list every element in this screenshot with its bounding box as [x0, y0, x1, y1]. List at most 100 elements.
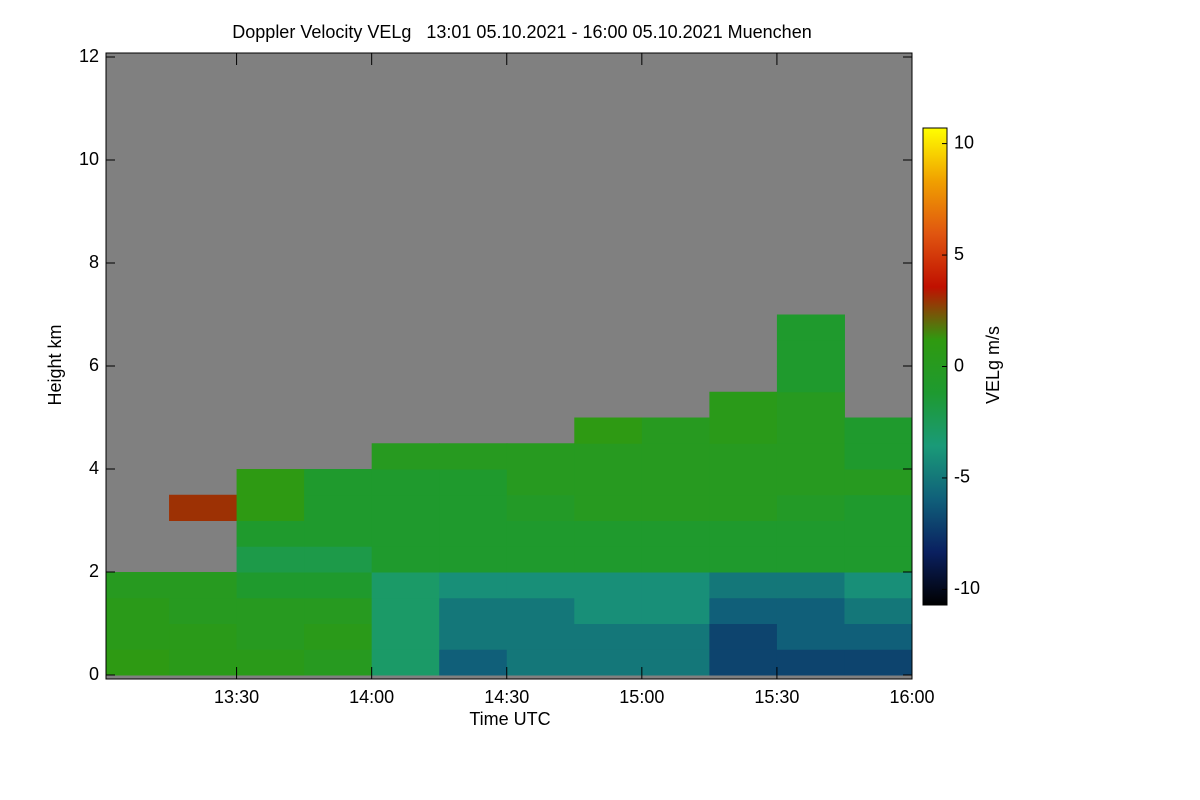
- heatmap-cell: [641, 546, 710, 573]
- heatmap-cell: [574, 649, 643, 676]
- heatmap-cell: [506, 572, 575, 599]
- heatmap-cell: [439, 572, 508, 599]
- heatmap-cell: [574, 572, 643, 599]
- heatmap-cell: [169, 494, 238, 521]
- heatmap-cell: [371, 469, 440, 496]
- y-tick-label: 4: [89, 458, 99, 478]
- heatmap-cell: [776, 391, 845, 418]
- colorbar-tick-label: 5: [954, 244, 964, 264]
- heatmap-cell: [776, 572, 845, 599]
- heatmap-cell: [641, 520, 710, 547]
- heatmap-cell: [506, 546, 575, 573]
- heatmap-cell: [641, 597, 710, 624]
- heatmap-cell: [709, 417, 778, 444]
- heatmap-cell: [439, 597, 508, 624]
- heatmap-cell: [304, 649, 373, 676]
- heatmap-cell: [776, 623, 845, 650]
- colorbar-label: VELg m/s: [983, 326, 1003, 404]
- x-tick-label: 14:30: [484, 687, 529, 707]
- heatmap-cell: [106, 623, 170, 650]
- heatmap-cell: [574, 417, 643, 444]
- heatmap-cell: [304, 623, 373, 650]
- heatmap-cell: [641, 443, 710, 470]
- heatmap-cell: [574, 469, 643, 496]
- heatmap-cell: [844, 494, 913, 521]
- heatmap-cell: [439, 469, 508, 496]
- x-tick-label: 15:00: [619, 687, 664, 707]
- heatmap-cell: [709, 623, 778, 650]
- heatmap-cell: [844, 417, 913, 444]
- y-tick-label: 10: [79, 149, 99, 169]
- heatmap-cell: [709, 572, 778, 599]
- heatmap-cell: [371, 494, 440, 521]
- heatmap-cell: [844, 597, 913, 624]
- colorbar-tick-label: -10: [954, 578, 980, 598]
- heatmap-cell: [844, 546, 913, 573]
- heatmap-cell: [169, 597, 238, 624]
- heatmap-cell: [641, 623, 710, 650]
- heatmap-cell: [506, 494, 575, 521]
- heatmap-cell: [776, 649, 845, 676]
- heatmap-cell: [844, 520, 913, 547]
- x-tick-label: 13:30: [214, 687, 259, 707]
- y-tick-label: 8: [89, 252, 99, 272]
- heatmap-cell: [236, 546, 305, 573]
- heatmap-cell: [709, 649, 778, 676]
- heatmap-cell: [709, 494, 778, 521]
- x-tick-label: 14:00: [349, 687, 394, 707]
- heatmap-cell: [371, 649, 440, 676]
- heatmap-cell: [709, 520, 778, 547]
- heatmap-cell: [169, 623, 238, 650]
- colorbar-tick-label: -5: [954, 467, 970, 487]
- y-tick-label: 0: [89, 664, 99, 684]
- heatmap-cell: [641, 469, 710, 496]
- heatmap-cell: [506, 443, 575, 470]
- heatmap-cell: [776, 417, 845, 444]
- heatmap-cell: [574, 443, 643, 470]
- heatmap-cell: [236, 649, 305, 676]
- heatmap-cell: [776, 494, 845, 521]
- heatmap-cell: [776, 366, 845, 393]
- heatmap-cell: [776, 314, 845, 341]
- heatmap-cell: [236, 623, 305, 650]
- heatmap-cell: [641, 649, 710, 676]
- heatmap-cell: [844, 623, 913, 650]
- y-tick-label: 6: [89, 355, 99, 375]
- heatmap-cell: [574, 520, 643, 547]
- heatmap-cell: [506, 649, 575, 676]
- heatmap-cell: [844, 443, 913, 470]
- heatmap-cell: [574, 546, 643, 573]
- heatmap-cell: [439, 546, 508, 573]
- heatmap-cell: [641, 572, 710, 599]
- heatmap-cell: [169, 572, 238, 599]
- heatmap-cell: [776, 597, 845, 624]
- heatmap-cell: [776, 443, 845, 470]
- heatmap-cell: [574, 494, 643, 521]
- heatmap-cell: [236, 597, 305, 624]
- heatmap-cell: [641, 417, 710, 444]
- x-tick-label: 16:00: [889, 687, 934, 707]
- heatmap-cell: [641, 494, 710, 521]
- heatmap-cell: [506, 469, 575, 496]
- heatmap-cell: [776, 546, 845, 573]
- heatmap-cell: [304, 494, 373, 521]
- heatmap-cell: [304, 520, 373, 547]
- heatmap-cell: [169, 649, 238, 676]
- heatmap-cell: [844, 469, 913, 496]
- heatmap-cell: [844, 649, 913, 676]
- heatmap-cell: [844, 572, 913, 599]
- heatmap-cell: [371, 546, 440, 573]
- heatmap-cell: [439, 443, 508, 470]
- heatmap-cell: [439, 623, 508, 650]
- heatmap-cell: [371, 443, 440, 470]
- heatmap-cell: [506, 623, 575, 650]
- heatmap-cell: [439, 520, 508, 547]
- heatmap-cell: [106, 572, 170, 599]
- heatmap-cell: [236, 469, 305, 496]
- heatmap-cell: [304, 469, 373, 496]
- x-axis-label: Time UTC: [469, 709, 550, 729]
- heatmap-cell: [371, 597, 440, 624]
- heatmap-cell: [439, 649, 508, 676]
- y-tick-label: 2: [89, 561, 99, 581]
- heatmap-cell: [236, 572, 305, 599]
